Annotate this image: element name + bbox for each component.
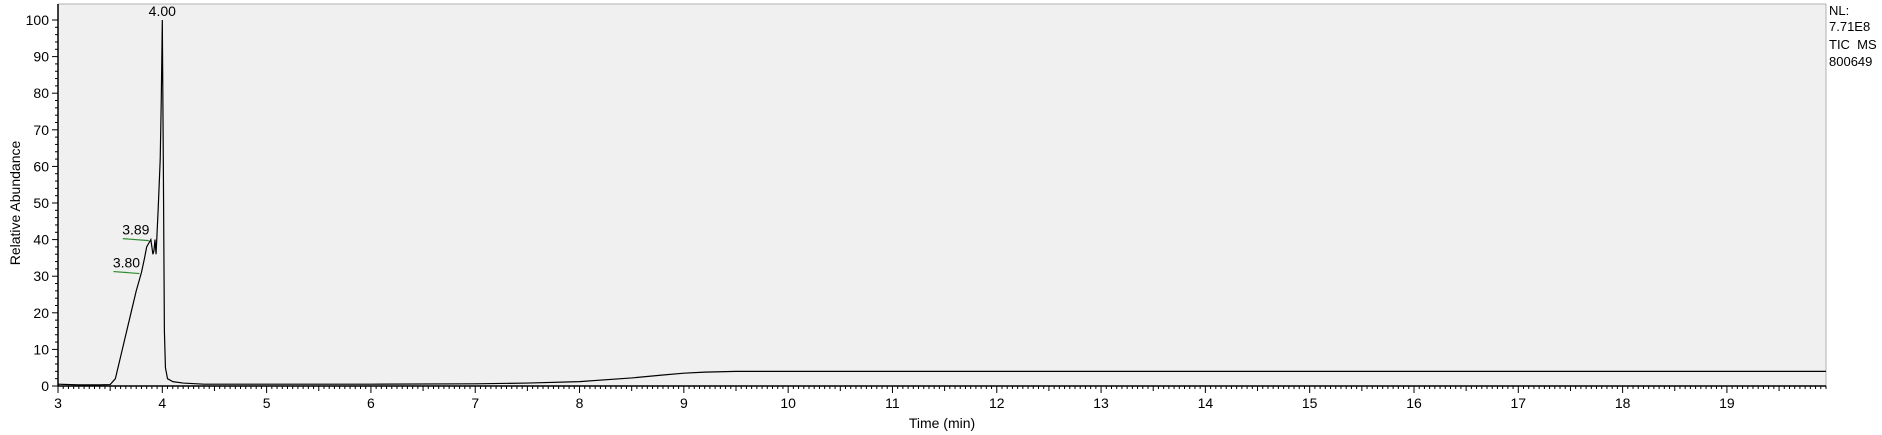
x-tick-label: 8 xyxy=(576,395,584,411)
x-tick-label: 6 xyxy=(367,395,375,411)
peak-markers: 4.00 3.89 3.80 xyxy=(113,3,176,275)
x-tick-label: 17 xyxy=(1511,395,1527,411)
x-tick-label: 7 xyxy=(471,395,479,411)
x-tick-label: 18 xyxy=(1615,395,1631,411)
x-tick-label: 10 xyxy=(780,395,796,411)
x-tick-label: 5 xyxy=(263,395,271,411)
x-tick-label: 19 xyxy=(1719,395,1735,411)
x-tick-label: 15 xyxy=(1302,395,1318,411)
peak-marker xyxy=(122,238,149,242)
x-tick-label: 11 xyxy=(885,395,900,411)
x-tick-label: 14 xyxy=(1198,395,1214,411)
y-axis-title: Relative Abundance xyxy=(7,141,23,266)
y-tick-label: 80 xyxy=(33,85,49,101)
y-tick-label: 50 xyxy=(33,195,49,211)
y-tick-label: 10 xyxy=(33,341,49,357)
y-tick-label: 0 xyxy=(41,378,49,394)
peak-label: 4.00 xyxy=(149,3,176,19)
info-block: NL: 7.71E8 TIC MS 800649 xyxy=(1829,3,1877,69)
x-tick-label: 12 xyxy=(989,395,1005,411)
peak-label: 3.80 xyxy=(113,255,140,271)
x-tick-label: 13 xyxy=(1093,395,1109,411)
y-tick-label: 60 xyxy=(33,158,49,174)
y-tick-label: 90 xyxy=(33,49,49,65)
y-axis-ticks: 0 10 20 30 40 50 60 70 80 90 100 xyxy=(26,12,58,394)
peak-marker xyxy=(113,270,140,275)
info-scan-filter: TIC MS xyxy=(1829,37,1877,52)
y-tick-label: 20 xyxy=(33,305,49,321)
x-tick-label: 4 xyxy=(158,395,166,411)
y-tick-label: 70 xyxy=(33,122,49,138)
y-tick-label: 40 xyxy=(33,232,49,248)
y-tick-label: 100 xyxy=(26,12,50,28)
info-file-id: 800649 xyxy=(1829,54,1872,69)
peak-label: 3.89 xyxy=(122,222,149,238)
x-axis-title: Time (min) xyxy=(909,415,975,431)
x-tick-label: 9 xyxy=(680,395,688,411)
x-tick-label: 3 xyxy=(54,395,62,411)
y-tick-label: 30 xyxy=(33,268,49,284)
info-nl-value: 7.71E8 xyxy=(1829,19,1870,34)
plot-background xyxy=(58,4,1826,386)
info-nl-label: NL: xyxy=(1829,3,1849,18)
x-tick-label: 16 xyxy=(1406,395,1422,411)
x-axis-ticks: 3 4 5 6 7 8 9 10 11 12 13 14 15 16 17 18 19 xyxy=(54,386,1827,411)
tic-trace-line xyxy=(57,19,1826,386)
